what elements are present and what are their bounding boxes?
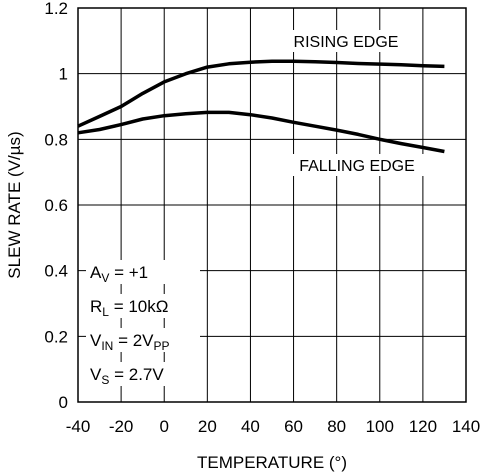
rising-label-bg bbox=[278, 30, 414, 52]
condition-bg bbox=[86, 260, 200, 284]
x-tick-labels: -40 -20 0 20 40 60 80 100 120 140 bbox=[66, 417, 480, 436]
rising-edge-line bbox=[77, 59, 445, 128]
condition-line: VS = 2.7V bbox=[90, 365, 164, 387]
x-tick-label: 80 bbox=[327, 417, 346, 436]
y-tick-labels: 0 0.2 0.4 0.6 0.8 1 1.2 bbox=[44, 0, 68, 412]
x-tick-label: -40 bbox=[66, 417, 91, 436]
plot-frame bbox=[77, 7, 467, 403]
y-tick-label: 0.6 bbox=[44, 196, 68, 215]
condition-bg bbox=[86, 328, 200, 352]
condition-line: VIN = 2VPP bbox=[90, 331, 170, 353]
y-tick-label: 0.4 bbox=[44, 262, 68, 281]
y-axis-title: SLEW RATE (V/µs) bbox=[5, 131, 24, 278]
series-lines bbox=[77, 59, 445, 154]
x-tick-label: 60 bbox=[284, 417, 303, 436]
test-conditions: AV = +1 RL = 10kΩ VIN = 2VPP VS = 2.7V bbox=[86, 260, 200, 387]
y-tick-label: 0.8 bbox=[44, 130, 68, 149]
rising-edge-label: RISING EDGE bbox=[294, 34, 399, 51]
x-tick-label: 140 bbox=[452, 417, 480, 436]
falling-label-bg bbox=[282, 154, 432, 176]
y-tick-label: 0 bbox=[59, 393, 68, 412]
y-tick-label: 1.2 bbox=[44, 0, 68, 18]
x-axis-title: TEMPERATURE (°) bbox=[197, 453, 347, 472]
x-tick-label: -20 bbox=[109, 417, 134, 436]
condition-bg bbox=[86, 294, 200, 318]
x-tick-label: 0 bbox=[159, 417, 168, 436]
x-tick-label: 120 bbox=[409, 417, 437, 436]
x-tick-label: 20 bbox=[198, 417, 217, 436]
condition-line: AV = +1 bbox=[90, 263, 148, 285]
condition-line: RL = 10kΩ bbox=[90, 297, 168, 319]
falling-edge-label: FALLING EDGE bbox=[299, 158, 415, 175]
y-tick-label: 1 bbox=[59, 65, 68, 84]
condition-bg bbox=[86, 362, 200, 386]
falling-edge-line bbox=[77, 110, 445, 154]
y-tick-label: 0.2 bbox=[44, 327, 68, 346]
x-tick-label: 100 bbox=[366, 417, 394, 436]
x-tick-label: 40 bbox=[241, 417, 260, 436]
